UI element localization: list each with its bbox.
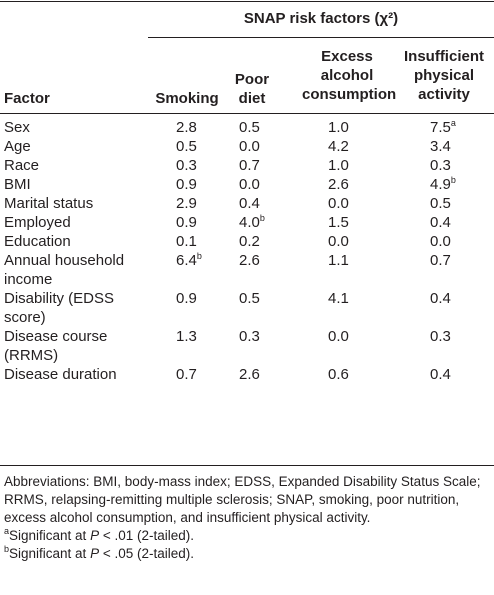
poor-diet-cell: 2.6: [239, 366, 260, 383]
factor-cell: Employed: [4, 214, 71, 231]
poor-diet-cell: 4.0b: [239, 213, 265, 232]
footnote-a: aSignificant at P < .01 (2-tailed).: [4, 526, 194, 544]
table-row: Disability (EDSS score) 0.9 0.5 4.1 0.4: [0, 289, 494, 327]
poor-diet-cell: 0.2: [239, 233, 260, 250]
excess-alcohol-cell: 0.0: [328, 328, 349, 345]
table-row: Disease duration 0.7 2.6 0.6 0.4: [0, 365, 494, 384]
factor-cell: Race: [4, 157, 40, 174]
insufficient-activity-cell: 0.3: [430, 157, 451, 174]
excess-alcohol-cell: 0.0: [328, 195, 349, 212]
smoking-cell: 6.4b: [176, 251, 202, 270]
factor-cell: Marital status: [4, 195, 94, 212]
table-row: Age 0.5 0.0 4.2 3.4: [0, 137, 494, 156]
smoking-cell: 2.9: [176, 195, 197, 212]
excess-alcohol-cell: 1.1: [328, 252, 349, 269]
excess-alcohol-cell: 0.6: [328, 366, 349, 383]
factor-cell: BMI: [4, 176, 31, 193]
excess-alcohol-cell: 1.0: [328, 119, 349, 136]
table-row: Race 0.3 0.7 1.0 0.3: [0, 156, 494, 175]
insufficient-activity-cell: 4.9b: [430, 175, 456, 194]
table-row: Sex 2.8 0.5 1.0 7.5a: [0, 118, 494, 137]
factor-cell: Annual household income: [4, 252, 125, 288]
insufficient-activity-cell: 0.3: [430, 328, 451, 345]
smoking-cell: 0.9: [176, 290, 197, 307]
significance-marker: b: [259, 213, 265, 223]
table-row: Education 0.1 0.2 0.0 0.0: [0, 232, 494, 251]
insufficient-activity-cell: 0.4: [430, 366, 451, 383]
table-bottom-rule: [0, 465, 494, 466]
header-bottom-rule: [0, 113, 494, 114]
table-top-rule: [0, 1, 494, 2]
poor-diet-cell: 0.5: [239, 290, 260, 307]
excess-alcohol-cell: 2.6: [328, 176, 349, 193]
smoking-cell: 0.1: [176, 233, 197, 250]
poor-diet-cell: 0.0: [239, 138, 260, 155]
poor-diet-cell: 0.3: [239, 328, 260, 345]
insufficient-activity-cell: 0.7: [430, 252, 451, 269]
column-header-factor: Factor: [4, 90, 50, 107]
poor-diet-cell: 2.6: [239, 252, 260, 269]
significance-marker: a: [450, 118, 456, 128]
table-notes: Abbreviations: BMI, body-mass index; EDS…: [4, 473, 490, 563]
table-body: Sex 2.8 0.5 1.0 7.5a Age 0.5 0.0 4.2 3.4 Race 0.3 0.…: [0, 118, 494, 384]
smoking-cell: 0.9: [176, 214, 197, 231]
poor-diet-cell: 0.0: [239, 176, 260, 193]
table-row: BMI 0.9 0.0 2.6 4.9b: [0, 175, 494, 194]
abbreviations-note: Abbreviations: BMI, body-mass index; EDS…: [4, 474, 481, 525]
table-row: Marital status 2.9 0.4 0.0 0.5: [0, 194, 494, 213]
insufficient-activity-cell: 0.5: [430, 195, 451, 212]
insufficient-activity-cell: 0.4: [430, 290, 451, 307]
insufficient-activity-cell: 3.4: [430, 138, 451, 155]
insufficient-activity-cell: 7.5a: [430, 118, 456, 137]
column-header-excess-alcohol: Excess alcohol consumption: [302, 48, 397, 103]
poor-diet-cell: 0.7: [239, 157, 260, 174]
significance-marker: b: [196, 251, 202, 261]
insufficient-activity-cell: 0.4: [430, 214, 451, 231]
table-row: Employed 0.9 4.0b 1.5 0.4: [0, 213, 494, 232]
excess-alcohol-cell: 4.1: [328, 290, 349, 307]
column-header-insufficient-activity: Insufficient physical activity: [403, 48, 484, 103]
poor-diet-cell: 0.5: [239, 119, 260, 136]
footnote-b: bSignificant at P < .05 (2-tailed).: [4, 544, 194, 562]
span-header: SNAP risk factors (χ²): [243, 10, 399, 27]
excess-alcohol-cell: 1.5: [328, 214, 349, 231]
smoking-cell: 0.5: [176, 138, 197, 155]
excess-alcohol-cell: 4.2: [328, 138, 349, 155]
smoking-cell: 2.8: [176, 119, 197, 136]
poor-diet-cell: 0.4: [239, 195, 260, 212]
column-header-smoking: Smoking: [155, 90, 219, 107]
excess-alcohol-cell: 0.0: [328, 233, 349, 250]
factor-cell: Disease course (RRMS): [4, 328, 108, 364]
significance-marker: b: [450, 175, 456, 185]
smoking-cell: 0.3: [176, 157, 197, 174]
factor-cell: Age: [4, 138, 31, 155]
span-header-rule: [148, 37, 494, 38]
factor-cell: Sex: [4, 119, 30, 136]
table-row: Disease course (RRMS) 1.3 0.3 0.0 0.3: [0, 327, 494, 365]
smoking-cell: 0.7: [176, 366, 197, 383]
smoking-cell: 1.3: [176, 328, 197, 345]
excess-alcohol-cell: 1.0: [328, 157, 349, 174]
factor-cell: Education: [4, 233, 71, 250]
smoking-cell: 0.9: [176, 176, 197, 193]
factor-cell: Disease duration: [4, 366, 117, 383]
table-row: Annual household income 6.4b 2.6 1.1 0.7: [0, 251, 494, 289]
factor-cell: Disability (EDSS score): [4, 290, 115, 326]
insufficient-activity-cell: 0.0: [430, 233, 451, 250]
column-header-poor-diet: Poor diet: [234, 71, 270, 107]
